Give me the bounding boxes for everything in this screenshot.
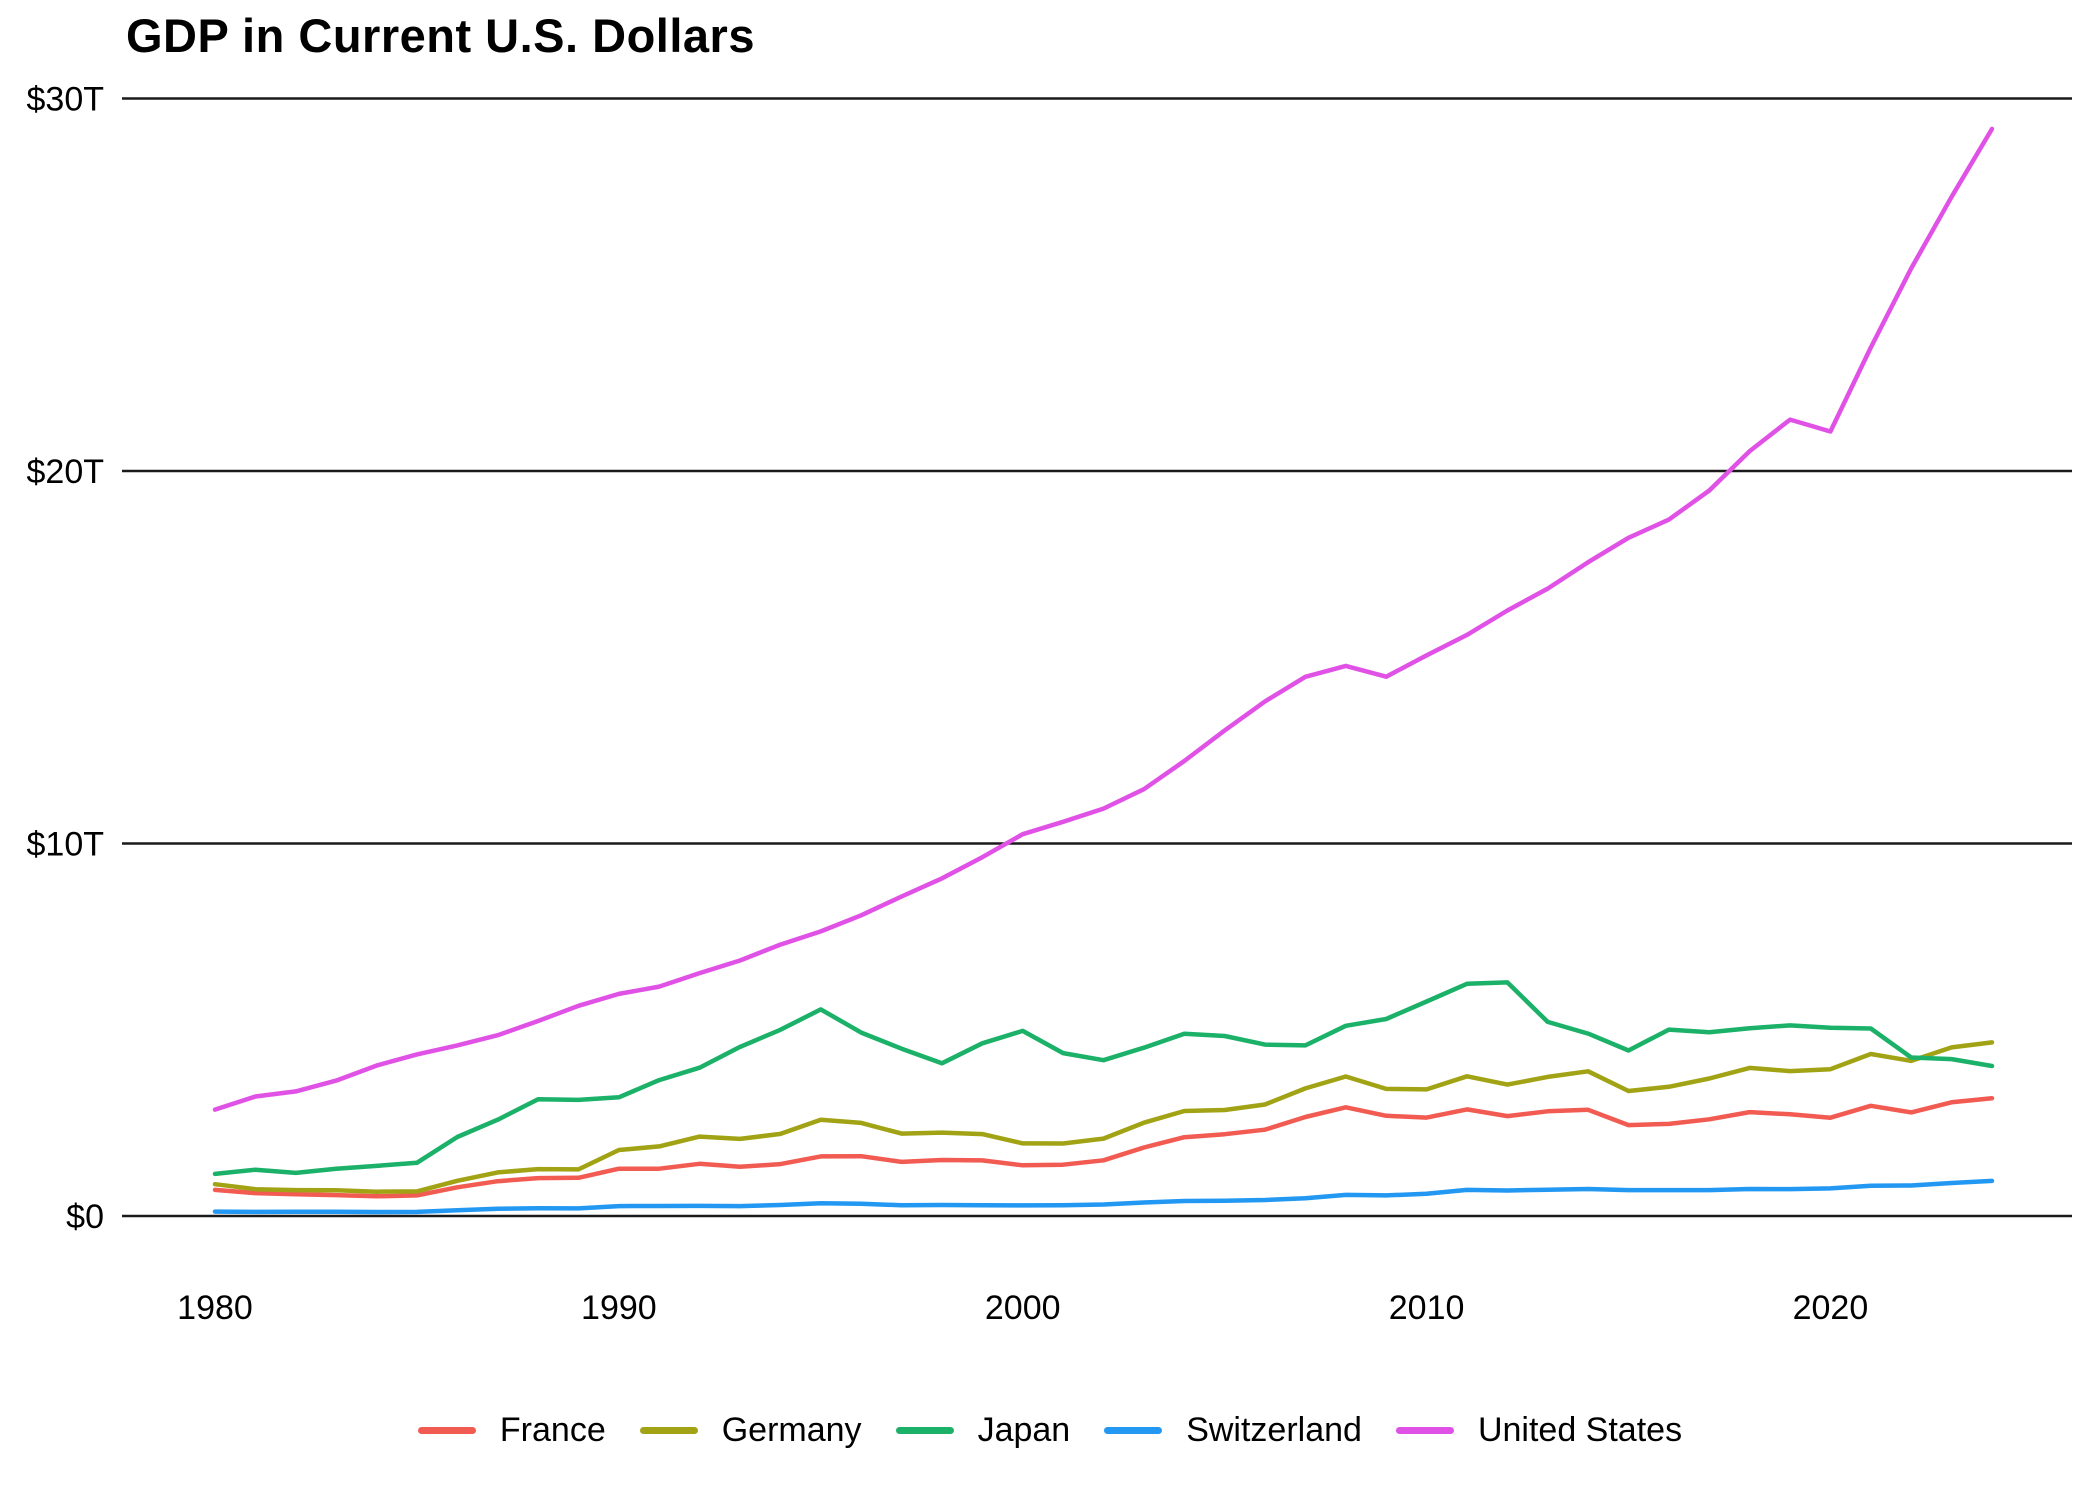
legend-swatch-switzerland <box>1104 1426 1163 1434</box>
legend-swatch-france <box>417 1426 476 1434</box>
x-axis-tick-label: 2020 <box>1793 1289 1869 1327</box>
legend-swatch-germany <box>639 1426 698 1434</box>
x-axis-tick-label: 2000 <box>985 1289 1061 1327</box>
x-axis-tick-label: 1990 <box>581 1289 657 1327</box>
legend-label-japan: Japan <box>977 1411 1071 1449</box>
legend-label-france: France <box>499 1411 606 1449</box>
legend-label-united-states: United States <box>1477 1411 1683 1449</box>
legend-swatch-japan <box>895 1426 954 1434</box>
y-axis-tick-label: $0 <box>66 1198 104 1236</box>
series-line-germany <box>212 1040 1995 1194</box>
y-axis-tick-label: $20T <box>27 453 105 491</box>
legend-label-switzerland: Switzerland <box>1186 1411 1362 1449</box>
x-axis-tick-label: 1980 <box>177 1289 253 1327</box>
chart-legend: France Germany Japan Switzerland United Stat… <box>0 1405 2100 1455</box>
legend-item-germany: Germany <box>639 1411 862 1449</box>
legend-item-united-states: United States <box>1395 1411 1683 1449</box>
legend-item-france: France <box>417 1411 606 1449</box>
series-line-japan <box>212 980 1995 1177</box>
series-line-united-states <box>212 126 1995 1112</box>
legend-swatch-united-states <box>1395 1426 1454 1434</box>
legend-item-switzerland: Switzerland <box>1104 1413 1362 1447</box>
x-axis-tick-label: 2010 <box>1389 1289 1465 1327</box>
series-line-france <box>212 1095 1995 1199</box>
legend-label-germany: Germany <box>721 1411 862 1449</box>
y-axis-tick-label: $30T <box>27 80 105 118</box>
series-line-switzerland <box>212 1178 1995 1215</box>
legend-item-japan: Japan <box>895 1411 1071 1449</box>
y-axis-tick-label: $10T <box>27 825 105 863</box>
chart-title: GDP in Current U.S. Dollars <box>126 9 755 62</box>
